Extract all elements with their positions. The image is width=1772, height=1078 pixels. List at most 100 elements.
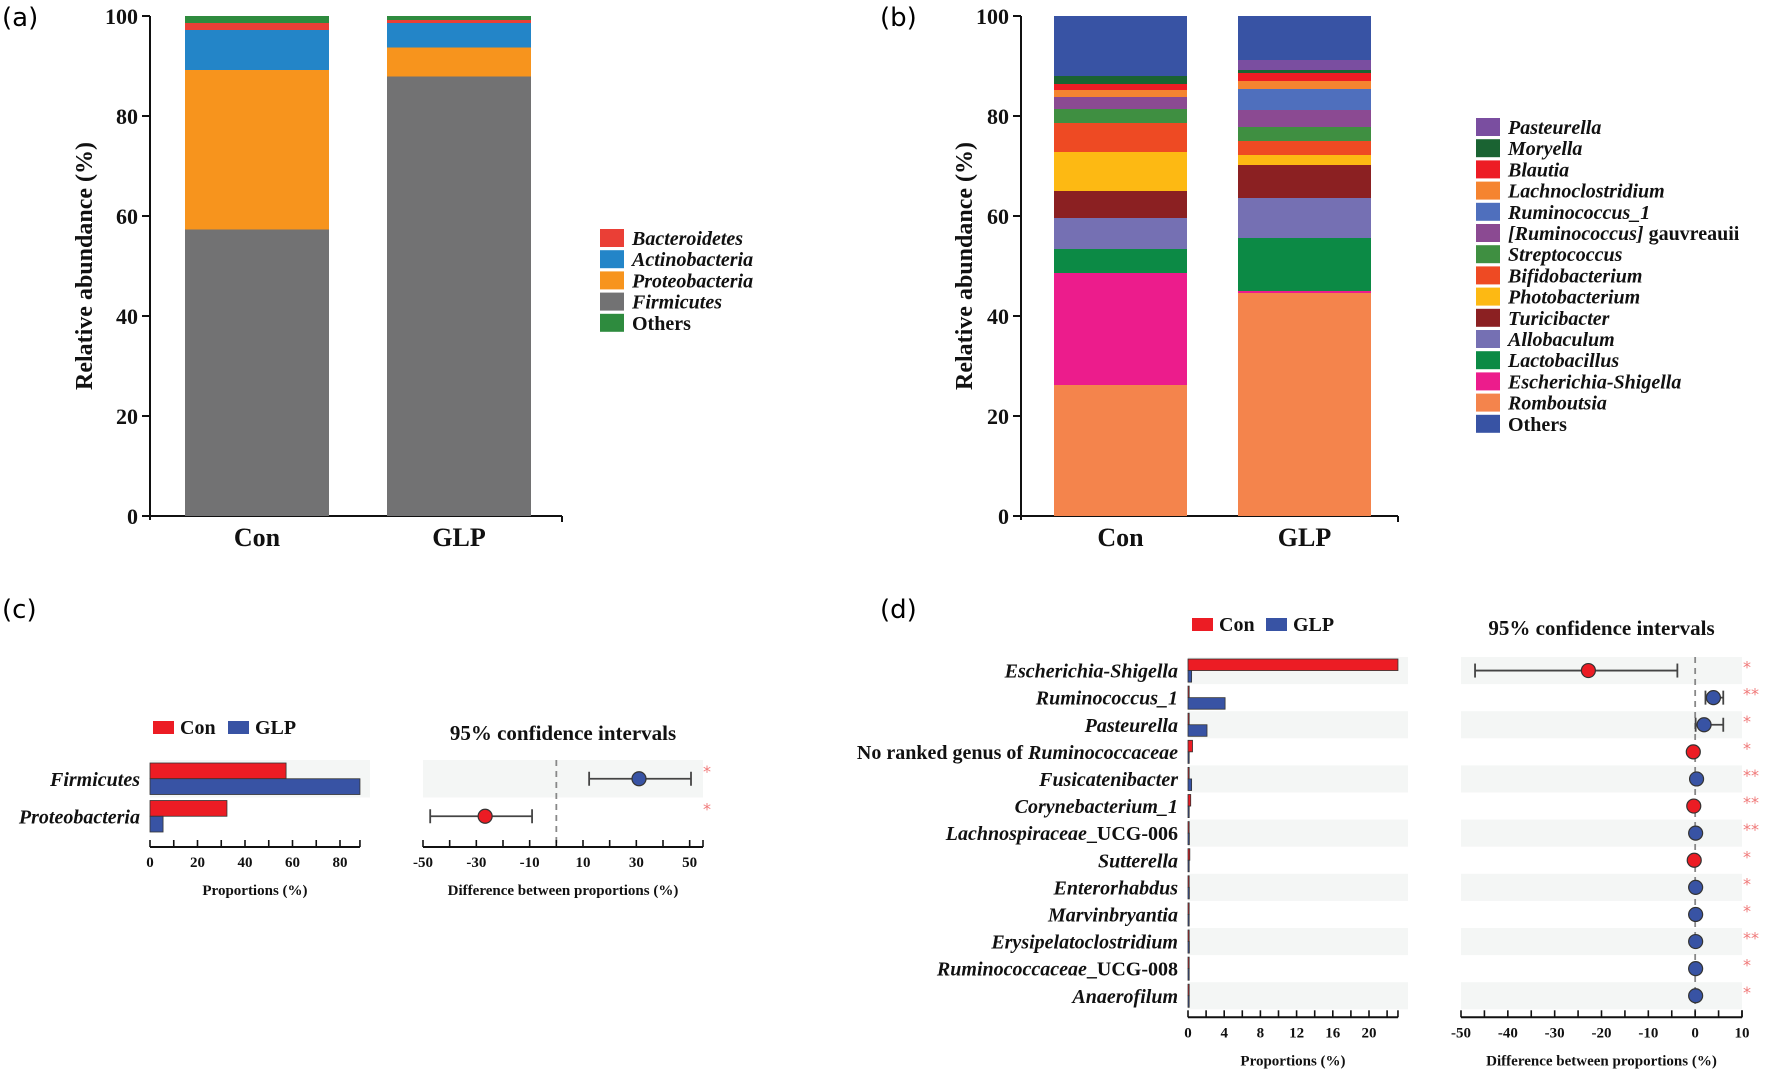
x-axis-title: Proportions (%) [1240,1053,1345,1069]
significance-marker: * [703,799,711,818]
bar-con [1187,902,1190,915]
ci-x-tick-label: 10 [576,855,591,871]
legend-item-label: Blautia [1507,159,1569,181]
bar-glp [1187,886,1190,900]
legend-swatch-glp [228,721,249,734]
ci-x-tick-label: -50 [413,855,433,871]
bar-glp [1187,805,1190,818]
y-tick-label: 80 [987,104,1009,129]
bar-con [1187,767,1190,780]
bar-segment-glp-bifidobacterium [1238,141,1371,155]
legend-item-label: Actinobacteria [630,249,753,271]
row-label: No ranked genus of Ruminococcaceae [857,742,1178,764]
legend-swatch [1476,139,1500,158]
bar-segment-glp-others [387,16,531,20]
bar-glp [1187,751,1190,764]
legend-swatch [600,292,624,311]
row-label-italic: Firmicutes [49,769,140,791]
panel-d: (d) Con GLP Escherichia-Shigella Ruminococcu… [857,595,1759,1069]
x-tick-label: 12 [1289,1025,1304,1041]
x-tick-label: 40 [238,855,253,871]
panel-a: (a) 0 20 40 60 80 100 Relative abundance (%) Con… [2,3,753,552]
bar-segment-glp-lachnoclostridium [1238,81,1371,89]
row-label: Anaerofilum [1070,986,1178,1008]
x-tick-label: 8 [1257,1025,1265,1041]
bar-glp [149,778,361,795]
ci-x-tick-label: -40 [1498,1025,1518,1041]
significance-marker: ** [1743,766,1759,785]
legend-item-label: Photobacterium [1507,287,1640,309]
ci-point-con [1685,744,1701,760]
ci-x-tick-label: -50 [1451,1025,1471,1041]
row-label: Sutterella [1098,850,1178,872]
ci-x-tick-label: -10 [1638,1025,1658,1041]
y-tick-label: 100 [105,4,138,29]
bar-segment-glp-streptococcus [1238,127,1371,141]
bar-con [1187,739,1193,753]
y-tick-label: 20 [987,404,1009,429]
ci-point-glp [1688,879,1704,895]
ci-x-tick-label: -30 [1545,1025,1565,1041]
bar-segment-glp-escherichia-shigella [1238,291,1371,293]
bar-segment-con-romboutsia [1054,385,1187,516]
row-label: Lachnospiraceae_UCG-006 [945,823,1178,845]
bar-segment-glp-moryella [1238,70,1371,73]
bar-glp [1187,724,1208,737]
legend-item: Turicibacter [1508,308,1610,330]
bar-glp [1187,670,1193,683]
legend-item-label: Ruminococcus_1 [1507,202,1650,224]
legend-item: Actinobacteria [630,249,753,271]
legend-item: Escherichia-Shigella [1507,371,1681,393]
row-label-italic: Lachnospiraceae [945,823,1087,845]
row-stripe [1188,711,1408,739]
ci-x-tick-label: -20 [1592,1025,1612,1041]
bar-segment-con-bifidobacterium [1054,123,1187,152]
significance-marker: ** [1743,929,1759,948]
legend-item: Pasteurella [1507,117,1601,139]
row-label: Fusicatenibacter [1038,769,1178,791]
row-label: Firmicutes [49,769,140,791]
legend-item: Photobacterium [1507,287,1640,309]
ci-point-glp [1696,717,1712,733]
y-axis-title: Relative abundance (%) [72,142,98,390]
legend-swatch [1476,202,1500,221]
row-label-italic: Fusicatenibacter [1038,769,1178,791]
ci-point-glp [1688,906,1704,923]
x-tick-label: 4 [1220,1025,1228,1041]
bar-segment-con--ruminococcus-gauvreauii [1054,97,1187,109]
ci-point-glp [1705,690,1722,706]
legend-item-label: Moryella [1507,138,1582,160]
legend-swatch [1476,224,1500,242]
bar-con [1187,929,1190,942]
significance-marker: * [1743,712,1751,731]
bar-segment-con-lactobacillus [1054,249,1187,273]
legend-swatch [1476,245,1500,264]
ci-point-glp [631,771,647,787]
x-axis-title: Proportions (%) [202,883,307,899]
row-stripe [1188,819,1408,847]
row-label: Proteobacteria [18,806,140,828]
bar-segment-glp-blautia [1238,73,1371,81]
significance-marker: ** [1743,685,1759,704]
bar-segment-con-bacteroidetes [185,23,329,30]
significance-marker: * [1743,956,1751,975]
legend-item-label: Others [1508,414,1567,436]
row-stripe [1188,765,1408,793]
legend-swatch [1476,118,1500,136]
bar-segment-con-streptococcus [1054,109,1187,123]
legend-item-label: Streptococcus [1508,244,1623,266]
x-tick-label: 20 [1362,1025,1377,1041]
x-tick-label: 0 [146,855,154,871]
y-tick-label: 0 [127,504,138,529]
row-label-italic: Pasteurella [1084,715,1178,737]
bar-glp [1187,859,1190,873]
x-tick-label: GLP [432,523,486,552]
bar-glp [149,815,164,833]
ci-x-tick-label: 0 [1691,1025,1699,1041]
row-label: Escherichia-Shigella [1004,661,1178,683]
bar-con [1187,712,1190,726]
row-label: Pasteurella [1084,715,1178,737]
ci-point-glp [1688,933,1704,950]
legend-item: Firmicutes [631,292,722,314]
row-label-italic: Erysipelatoclostridium [990,932,1178,954]
